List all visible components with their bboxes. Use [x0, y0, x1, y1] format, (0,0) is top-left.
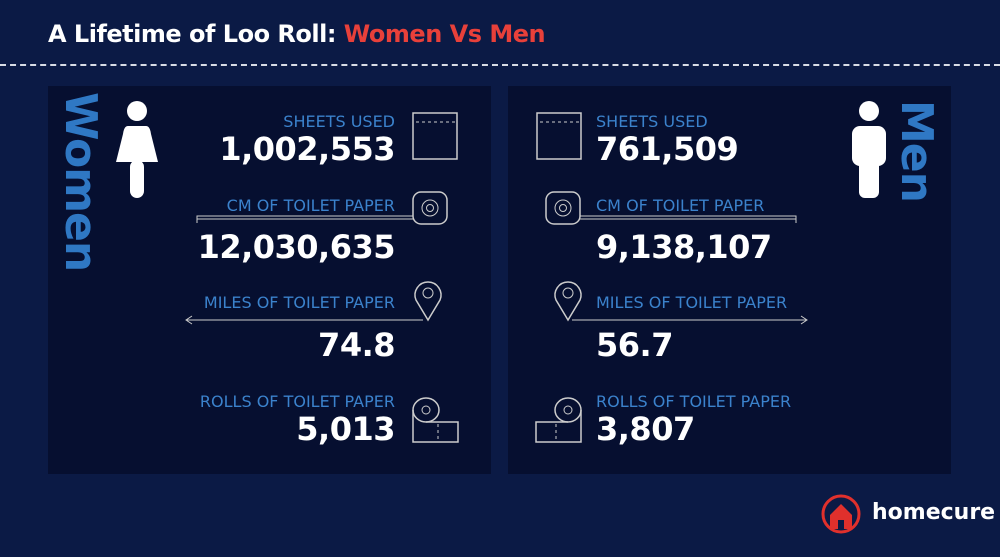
location-pin-icon	[185, 281, 442, 325]
women-miles-value: 74.8	[318, 326, 395, 364]
toilet-roll-icon	[535, 397, 582, 443]
men-miles-label: MILES OF TOILET PAPER	[596, 293, 788, 312]
brand-name: homecure	[872, 500, 996, 525]
sheet-icon	[536, 112, 582, 160]
toilet-roll-icon	[412, 397, 459, 443]
women-sheets-label: SHEETS USED	[283, 112, 395, 131]
women-rolls-label: ROLLS OF TOILET PAPER	[199, 392, 395, 411]
men-sheets-value: 761,509	[596, 130, 739, 168]
women-cm-label: CM OF TOILET PAPER	[226, 196, 395, 215]
tape-measure-icon	[196, 191, 448, 225]
page-title: A Lifetime of Loo Roll: Women Vs Men	[48, 20, 546, 48]
women-rolls-value: 5,013	[296, 410, 395, 448]
women-miles-label: MILES OF TOILET PAPER	[203, 293, 395, 312]
men-sheets-label: SHEETS USED	[596, 112, 708, 131]
man-icon	[852, 101, 886, 198]
location-pin-icon	[554, 281, 808, 325]
men-cm-value: 9,138,107	[596, 228, 772, 266]
homecure-logo-icon	[821, 494, 861, 534]
women-sheets-value: 1,002,553	[219, 130, 395, 168]
tape-measure-icon	[545, 191, 797, 225]
women-cm-value: 12,030,635	[197, 228, 396, 266]
dashed-divider	[0, 64, 1000, 66]
sheet-icon	[412, 112, 458, 160]
men-cm-label: CM OF TOILET PAPER	[596, 196, 765, 215]
men-rolls-value: 3,807	[596, 410, 695, 448]
men-miles-value: 56.7	[596, 326, 673, 364]
men-heading: Men	[891, 100, 942, 202]
men-rolls-label: ROLLS OF TOILET PAPER	[596, 392, 792, 411]
woman-icon	[116, 101, 158, 198]
women-heading: Women	[55, 92, 106, 272]
